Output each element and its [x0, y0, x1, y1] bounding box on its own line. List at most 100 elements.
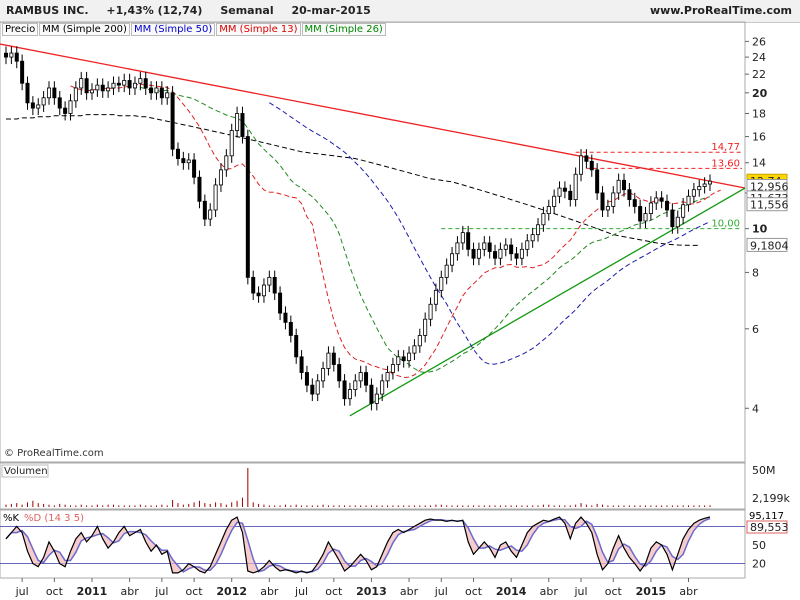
- price-axis: 468101214161820222426: [745, 35, 768, 415]
- candle-body: [611, 192, 616, 207]
- candle-body: [686, 195, 691, 206]
- candle-body: [95, 84, 100, 91]
- candle-body: [256, 292, 261, 297]
- candle-body: [170, 92, 175, 150]
- volume-last-value: 2,199k: [752, 492, 790, 505]
- candle-body: [181, 158, 186, 164]
- candle-body: [364, 372, 369, 386]
- candle-body: [691, 189, 696, 197]
- time-tick-label: 2011: [77, 585, 108, 598]
- chart-date: 20-mar-2015: [291, 4, 371, 17]
- candle-body: [417, 335, 422, 347]
- time-tick-label: abr: [540, 585, 559, 598]
- candle-body: [536, 224, 541, 236]
- candle-body: [573, 173, 578, 200]
- candle-body: [616, 179, 621, 194]
- timeframe: Semanal: [220, 4, 274, 17]
- time-tick-label: 2013: [356, 585, 387, 598]
- stoch-k-value: 95,117: [749, 511, 784, 522]
- candle-body: [342, 380, 347, 400]
- sma200-line: [6, 114, 700, 246]
- stoch-d-value: 89,553: [750, 521, 789, 534]
- legend-sma13[interactable]: MM (Simple 13): [216, 23, 301, 36]
- candle-body: [326, 352, 331, 369]
- candle-body: [519, 248, 524, 259]
- price-tick-label: 24: [752, 51, 766, 64]
- instrument-info: RAMBUS INC. +1,43% (12,74) Semanal 20-ma…: [6, 4, 385, 17]
- candle-body: [648, 202, 653, 214]
- candle-body: [132, 82, 137, 89]
- candle-body: [224, 155, 229, 171]
- trendlines: [0, 43, 746, 417]
- candle-body: [127, 80, 132, 89]
- time-tick-label: jul: [15, 585, 29, 598]
- price-tick-label: 4: [752, 402, 759, 415]
- sma13-line: [70, 83, 721, 379]
- time-tick-label: jul: [434, 585, 448, 598]
- time-tick-label: 2015: [636, 585, 667, 598]
- candle-body: [584, 155, 589, 162]
- candle-body: [46, 87, 51, 99]
- candle-body: [14, 52, 19, 62]
- candle-body: [197, 176, 202, 202]
- price-tick-label: 18: [752, 107, 766, 120]
- candle-body: [52, 87, 57, 99]
- candle-body: [36, 104, 41, 109]
- time-tick-label: jul: [154, 585, 168, 598]
- candle-body: [385, 372, 390, 382]
- candle-body: [245, 136, 250, 278]
- candle-body: [84, 78, 89, 94]
- candle-body: [294, 335, 299, 358]
- stoch-d-box: [746, 520, 788, 534]
- price-tick-label: 26: [752, 35, 766, 48]
- price-label-box: [746, 237, 788, 252]
- candle-body: [30, 102, 35, 109]
- candle-body: [600, 192, 605, 211]
- candle-body: [530, 234, 535, 242]
- candle-body: [493, 251, 498, 259]
- candle-body: [213, 184, 218, 211]
- time-tick-label: oct: [186, 585, 204, 598]
- time-tick-label: abr: [120, 585, 139, 598]
- time-tick-label: oct: [325, 585, 343, 598]
- price-bars: [4, 46, 713, 411]
- legend-sma26[interactable]: MM (Simple 26): [301, 23, 386, 36]
- candle-body: [106, 87, 111, 92]
- candle-body: [476, 248, 481, 259]
- candle-body: [638, 206, 643, 222]
- candle-body: [503, 244, 508, 250]
- candle-body: [514, 253, 519, 259]
- price-label-value: 11,556: [750, 199, 789, 212]
- candle-body: [283, 312, 288, 323]
- legend-sma200[interactable]: MM (Simple 200): [39, 23, 130, 36]
- time-tick-label: oct: [46, 585, 64, 598]
- level-label: 10,00: [711, 219, 740, 230]
- candle-body: [154, 87, 159, 94]
- level-label: 13,60: [711, 158, 740, 169]
- moving-averages: [6, 83, 721, 379]
- candle-body: [681, 204, 686, 218]
- site-url[interactable]: www.ProRealTime.com: [649, 4, 792, 17]
- price-label-value: 9,1804: [750, 239, 789, 252]
- candle-body: [4, 52, 8, 58]
- legend-sma50[interactable]: MM (Simple 50): [130, 23, 216, 36]
- candle-body: [240, 113, 245, 137]
- candle-body: [9, 52, 14, 58]
- price-tick-label: 16: [752, 131, 766, 144]
- candle-body: [423, 318, 428, 336]
- candle-body: [25, 82, 30, 104]
- legend-price[interactable]: Precio: [2, 23, 39, 36]
- candle-body: [149, 87, 154, 94]
- stoch-k-label: %K: [3, 513, 20, 524]
- candle-body: [68, 100, 73, 114]
- candle-body: [79, 78, 84, 89]
- candle-body: [89, 89, 94, 94]
- candle-body: [288, 321, 293, 336]
- price-tick-label: 14: [752, 157, 766, 170]
- candle-body: [353, 380, 358, 390]
- candle-body: [702, 183, 707, 187]
- time-tick-label: abr: [260, 585, 279, 598]
- price-tick-label: 20: [752, 87, 768, 100]
